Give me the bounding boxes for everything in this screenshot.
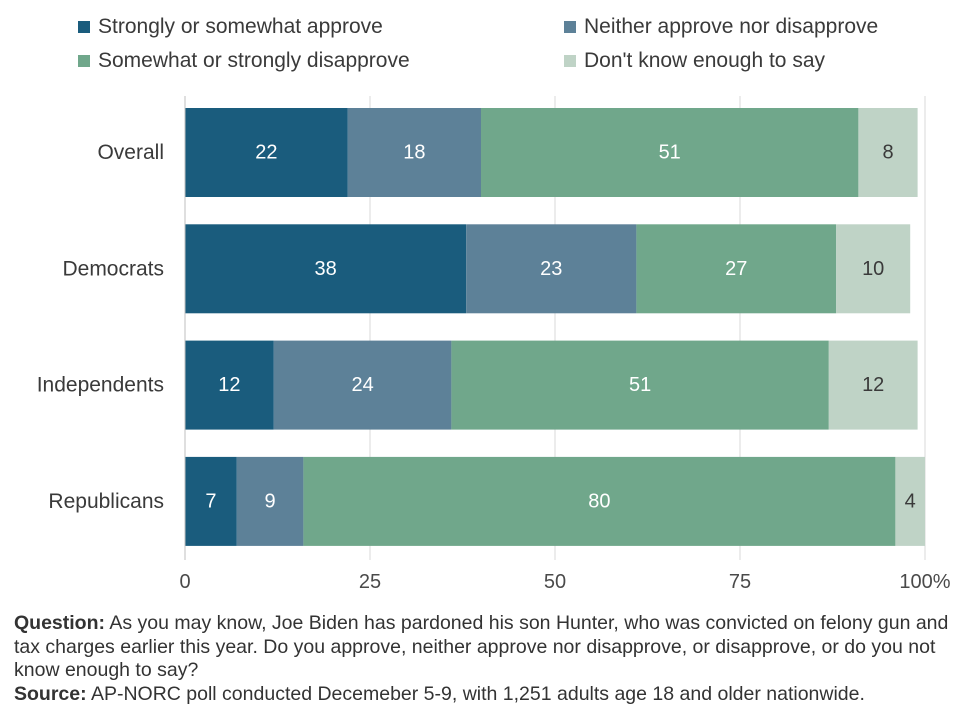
legend-swatch [564, 55, 576, 67]
data-label: 12 [862, 374, 884, 396]
bar-segment-neither-approve-nor-disapprove [466, 224, 637, 314]
category-label: Republicans [48, 490, 164, 513]
data-label: 7 [205, 490, 216, 512]
legend-label: Neither approve nor disapprove [584, 15, 879, 38]
bar-segment-don-t-know-enough-to-say [828, 340, 918, 430]
bar-segment-strongly-or-somewhat-approve [185, 456, 237, 546]
x-tick-label: 50 [544, 571, 566, 593]
question-text: As you may know, Joe Biden has pardoned … [14, 612, 949, 681]
bar-segment-don-t-know-enough-to-say [895, 456, 925, 546]
category-label: Independents [37, 374, 164, 397]
legend-item-don-t-know-enough-to-say: Don't know enough to say [564, 48, 958, 74]
bar-segment-strongly-or-somewhat-approve [185, 224, 467, 314]
data-label: 12 [218, 374, 240, 396]
data-label: 22 [255, 142, 277, 164]
bar-segment-somewhat-or-strongly-disapprove [481, 108, 859, 197]
source-label: Source: [14, 682, 87, 705]
data-label: 18 [403, 142, 425, 164]
category-label: Overall [97, 141, 164, 164]
chart-notes: Question: As you may know, Joe Biden has… [14, 612, 969, 706]
bar-segment-don-t-know-enough-to-say [836, 224, 911, 314]
legend-item-strongly-or-somewhat-approve: Strongly or somewhat approve [78, 14, 564, 40]
bar-segment-neither-approve-nor-disapprove [347, 108, 481, 197]
stacked-bar-chart: Overall 22 18 51 8 Democrats 38 23 27 10 Independe… [37, 96, 951, 593]
data-label: 38 [314, 258, 336, 280]
question-note: Question: As you may know, Joe Biden has… [14, 612, 969, 683]
legend-swatch [78, 21, 90, 33]
legend-swatch [564, 21, 576, 33]
bar-segment-strongly-or-somewhat-approve [185, 340, 274, 430]
data-label: 23 [540, 258, 562, 280]
legend-item-somewhat-or-strongly-disapprove: Somewhat or strongly disapprove [78, 48, 564, 74]
bar-segment-strongly-or-somewhat-approve [185, 108, 348, 197]
x-tick-label: 25 [359, 571, 381, 593]
bar-segment-somewhat-or-strongly-disapprove [303, 456, 896, 546]
source-text: AP-NORC poll conducted Decemeber 5-9, wi… [86, 682, 865, 705]
x-tick-label: 0 [179, 571, 190, 593]
bar-segment-don-t-know-enough-to-say [858, 108, 918, 197]
data-label: 8 [882, 142, 893, 164]
bar-segment-neither-approve-nor-disapprove [236, 456, 304, 546]
legend-swatch [78, 55, 90, 67]
data-label: 10 [862, 258, 884, 280]
data-label: 51 [659, 142, 681, 164]
data-label: 9 [265, 490, 276, 512]
legend-label: Don't know enough to say [584, 49, 825, 72]
bar-segment-neither-approve-nor-disapprove [273, 340, 452, 430]
x-tick-label: 75 [729, 571, 751, 593]
chart-legend: Strongly or somewhat approve Neither appr… [78, 14, 958, 74]
bar-segment-somewhat-or-strongly-disapprove [636, 224, 837, 314]
data-label: 80 [588, 490, 610, 512]
data-label: 4 [905, 490, 916, 512]
legend-label: Strongly or somewhat approve [98, 15, 383, 38]
data-label: 24 [351, 374, 373, 396]
data-label: 51 [629, 374, 651, 396]
category-label: Democrats [62, 257, 164, 280]
legend-label: Somewhat or strongly disapprove [98, 49, 410, 72]
source-note: Source: AP-NORC poll conducted Decemeber… [14, 683, 969, 707]
question-label: Question: [14, 612, 105, 634]
data-label: 27 [725, 258, 747, 280]
bar-segment-somewhat-or-strongly-disapprove [451, 340, 829, 430]
legend-item-neither-approve-nor-disapprove: Neither approve nor disapprove [564, 14, 958, 40]
x-tick-label: 100% [899, 571, 950, 593]
